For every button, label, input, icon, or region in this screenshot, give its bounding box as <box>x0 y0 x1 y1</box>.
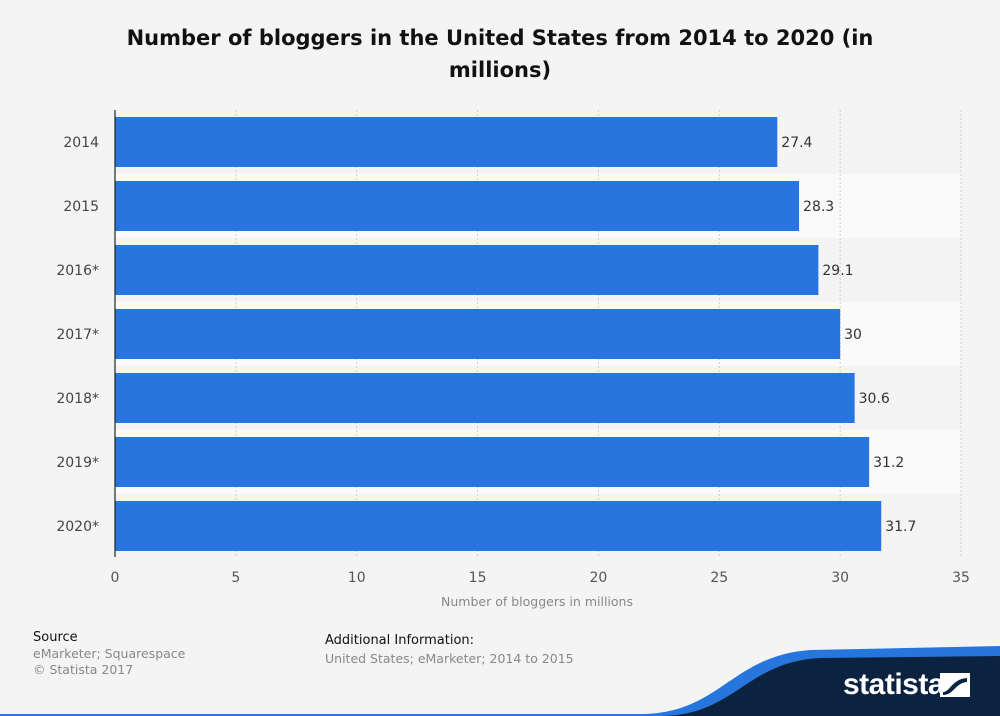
category-label: 2019* <box>56 455 99 471</box>
bar <box>115 437 870 487</box>
source-block: Source eMarketer; Squarespace © Statista… <box>33 630 185 678</box>
category-label: 2018* <box>56 391 99 407</box>
value-labels: 27.4 28.3 29.1 30 30.6 31.2 31.7 <box>781 135 916 535</box>
value-label: 31.2 <box>873 455 904 471</box>
x-tick-labels: 0 5 10 15 20 25 30 35 <box>111 570 970 586</box>
x-tick-label: 35 <box>952 570 970 586</box>
additional-info-label: Additional Information: <box>325 633 475 648</box>
bar <box>115 373 855 423</box>
bar <box>115 501 882 551</box>
additional-info-block: Additional Information: United States; e… <box>325 632 574 668</box>
value-label: 30.6 <box>859 391 890 407</box>
x-tick-label: 10 <box>348 570 366 586</box>
bar <box>115 117 778 167</box>
x-tick-label: 20 <box>590 570 608 586</box>
category-label: 2017* <box>56 327 99 343</box>
x-tick-label: 15 <box>469 570 487 586</box>
bar <box>115 181 800 231</box>
bar <box>115 245 819 295</box>
copyright: © Statista 2017 <box>33 662 134 677</box>
category-labels: 2014 2015 2016* 2017* 2018* 2019* 2020* <box>56 135 99 535</box>
x-tick-label: 25 <box>710 570 728 586</box>
x-tick-label: 30 <box>831 570 849 586</box>
value-label: 30 <box>844 327 862 343</box>
x-axis-label: Number of bloggers in millions <box>441 594 633 609</box>
chart-title: Number of bloggers in the United States … <box>126 26 874 82</box>
x-tick-label: 0 <box>111 570 120 586</box>
statista-logo-icon[interactable] <box>940 673 970 697</box>
category-label: 2020* <box>56 519 99 535</box>
source-value: eMarketer; Squarespace <box>33 646 186 661</box>
bars <box>115 117 882 551</box>
source-label: Source <box>33 630 78 645</box>
category-label: 2016* <box>56 263 99 279</box>
brand-footer-shape <box>0 646 1000 716</box>
value-label: 27.4 <box>781 135 812 151</box>
statista-logo-text[interactable]: statista <box>843 668 945 701</box>
category-label: 2015 <box>63 199 99 215</box>
category-label: 2014 <box>63 135 99 151</box>
value-label: 28.3 <box>803 199 834 215</box>
bar <box>115 309 841 359</box>
x-tick-label: 5 <box>231 570 240 586</box>
value-label: 31.7 <box>885 519 916 535</box>
additional-info-value: United States; eMarketer; 2014 to 2015 <box>325 651 574 666</box>
value-label: 29.1 <box>822 263 853 279</box>
